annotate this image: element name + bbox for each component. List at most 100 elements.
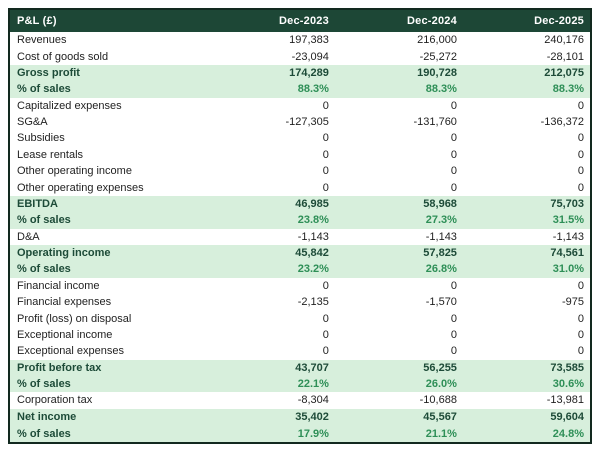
cell-value: 0: [577, 148, 584, 161]
cell-value: 190,728: [417, 66, 457, 79]
table-row: % of sales 22.1% 26.0% 30.6%: [9, 375, 591, 393]
table-row: Exceptional expenses 0 0 0: [9, 343, 591, 359]
table-row: % of sales 88.3% 88.3% 88.3%: [9, 81, 591, 98]
row-label: % of sales: [17, 427, 71, 440]
row-label: Net income: [17, 410, 77, 423]
cell-value: 0: [577, 99, 584, 112]
cell-value: 31.0%: [552, 263, 584, 276]
cell-value: 0: [322, 148, 329, 161]
cell-value: -28,101: [546, 50, 584, 63]
cell-value: 27.3%: [425, 214, 457, 227]
cell-value: 74,561: [550, 247, 584, 260]
cell-value: 212,075: [544, 66, 584, 79]
cell-value: 45,567: [423, 410, 457, 423]
cell-value: 45,842: [295, 247, 329, 260]
row-label: Corporation tax: [17, 394, 93, 407]
cell-value: -127,305: [285, 116, 329, 129]
cell-value: 21.1%: [425, 427, 457, 440]
table-row: Lease rentals 0 0 0: [9, 147, 591, 163]
cell-value: 0: [450, 148, 457, 161]
cell-value: 0: [450, 279, 457, 292]
table-row: Revenues 197,383 216,000 240,176: [9, 32, 591, 48]
cell-value: 73,585: [550, 361, 584, 374]
row-label: Lease rentals: [17, 148, 84, 161]
cell-value: 0: [450, 165, 457, 178]
cell-value: 57,825: [423, 247, 457, 260]
cell-value: 0: [322, 328, 329, 341]
cell-value: -1,570: [425, 296, 457, 309]
table-row: Profit (loss) on disposal 0 0 0: [9, 310, 591, 326]
table-row: Corporation tax -8,304 -10,688 -13,981: [9, 392, 591, 408]
cell-value: 24.8%: [552, 427, 584, 440]
column-header-dec-2025: Dec-2025: [462, 9, 591, 32]
cell-value: 88.3%: [425, 83, 457, 96]
table-row: % of sales 17.9% 21.1% 24.8%: [9, 425, 591, 443]
cell-value: -23,094: [291, 50, 329, 63]
cell-value: 0: [577, 181, 584, 194]
row-label: Capitalized expenses: [17, 99, 122, 112]
cell-value: 0: [322, 132, 329, 145]
cell-value: -131,760: [413, 116, 457, 129]
table-row: Operating income 45,842 57,825 74,561: [9, 244, 591, 262]
cell-value: 75,703: [550, 197, 584, 210]
table-row: % of sales 23.8% 27.3% 31.5%: [9, 212, 591, 229]
table-row: Financial income 0 0 0: [9, 278, 591, 294]
cell-value: 26.8%: [425, 263, 457, 276]
cell-value: -8,304: [297, 394, 329, 407]
cell-value: 88.3%: [297, 83, 329, 96]
table-row: Subsidies 0 0 0: [9, 130, 591, 146]
cell-value: 46,985: [295, 197, 329, 210]
cell-value: 0: [577, 279, 584, 292]
cell-value: 0: [577, 345, 584, 358]
row-label: Exceptional expenses: [17, 345, 125, 358]
cell-value: 0: [577, 165, 584, 178]
column-header-dec-2024: Dec-2024: [334, 9, 463, 32]
cell-value: 0: [322, 181, 329, 194]
table-row: Other operating income 0 0 0: [9, 163, 591, 179]
cell-value: 0: [322, 99, 329, 112]
row-label: Financial income: [17, 279, 100, 292]
row-label: SG&A: [17, 116, 48, 129]
pnl-table: P&L (£) Dec-2023 Dec-2024 Dec-2025 Reven…: [8, 8, 592, 444]
table-row: % of sales 23.2% 26.8% 31.0%: [9, 261, 591, 278]
cell-value: 17.9%: [297, 427, 329, 440]
row-label: % of sales: [17, 214, 71, 227]
table-header: P&L (£) Dec-2023 Dec-2024 Dec-2025: [9, 9, 591, 32]
cell-value: 0: [450, 312, 457, 325]
cell-value: 0: [450, 328, 457, 341]
cell-value: 26.0%: [425, 378, 457, 391]
cell-value: 30.6%: [552, 378, 584, 391]
row-label: D&A: [17, 230, 40, 243]
cell-value: 0: [450, 99, 457, 112]
row-label: % of sales: [17, 378, 71, 391]
cell-value: 0: [322, 312, 329, 325]
cell-value: 23.2%: [297, 263, 329, 276]
row-label: % of sales: [17, 263, 71, 276]
row-label: Operating income: [17, 247, 111, 260]
cell-value: 0: [577, 312, 584, 325]
table-row: Exceptional income 0 0 0: [9, 327, 591, 343]
cell-value: -136,372: [540, 116, 584, 129]
column-header-dec-2023: Dec-2023: [206, 9, 335, 32]
row-label: Other operating expenses: [17, 181, 144, 194]
table-row: Financial expenses -2,135 -1,570 -975: [9, 294, 591, 310]
cell-value: 0: [450, 345, 457, 358]
table-row: SG&A -127,305 -131,760 -136,372: [9, 114, 591, 130]
row-label: Financial expenses: [17, 296, 112, 309]
row-label: Gross profit: [17, 66, 80, 79]
row-label: Profit (loss) on disposal: [17, 312, 132, 325]
table-title: P&L (£): [9, 9, 207, 32]
cell-value: 0: [450, 181, 457, 194]
cell-value: 0: [322, 165, 329, 178]
table-row: EBITDA 46,985 58,968 75,703: [9, 195, 591, 213]
row-label: Cost of goods sold: [17, 50, 109, 63]
cell-value: -2,135: [297, 296, 329, 309]
cell-value: 174,289: [289, 66, 329, 79]
cell-value: -1,143: [425, 230, 457, 243]
row-label: Exceptional income: [17, 328, 113, 341]
cell-value: 216,000: [417, 34, 457, 47]
cell-value: 0: [322, 279, 329, 292]
cell-value: -1,143: [552, 230, 584, 243]
cell-value: 0: [450, 132, 457, 145]
